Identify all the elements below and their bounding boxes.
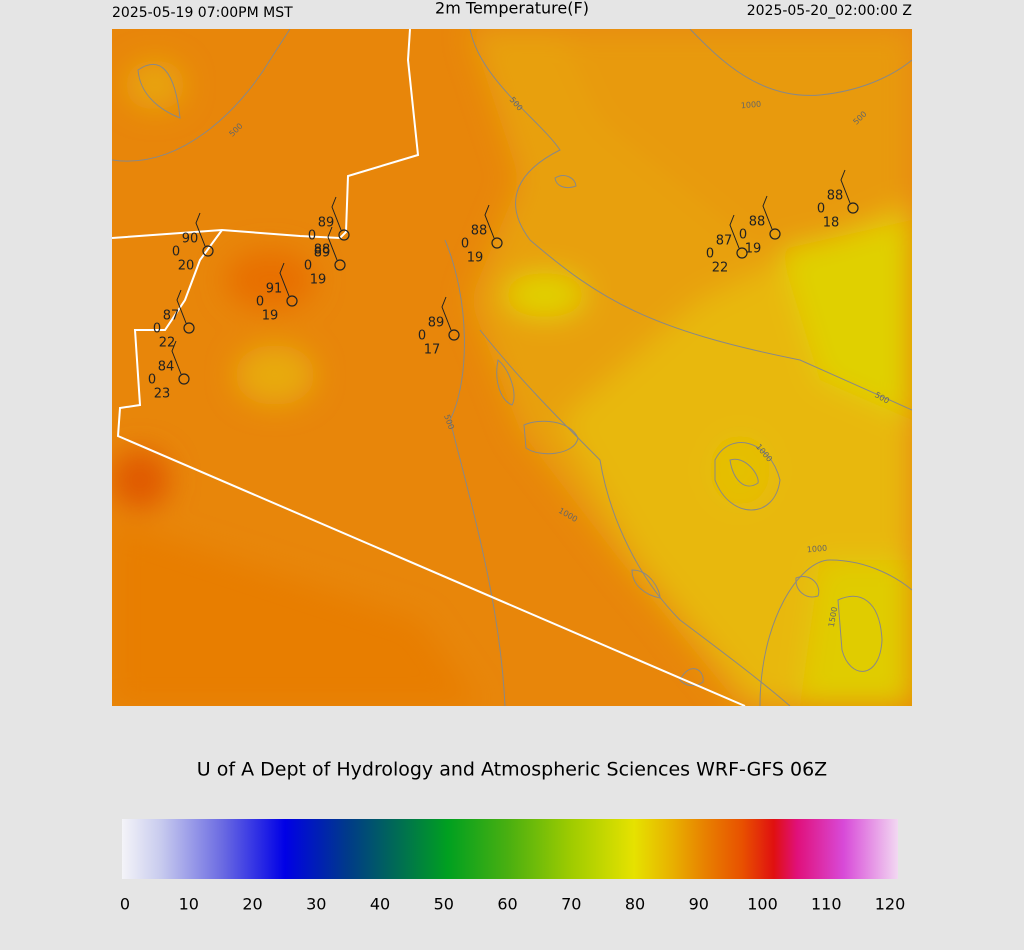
wind-barb [762, 195, 773, 230]
valid-local-time: 2025-05-19 07:00PM MST [112, 5, 293, 21]
station-dewpoint: 88 [314, 243, 331, 258]
station-center: 0 [304, 259, 312, 274]
colorbar-tick-label: 50 [434, 895, 454, 914]
station-circle [847, 202, 859, 214]
wind-barb [729, 214, 740, 249]
wind-barb [331, 196, 342, 231]
credit: U of A Dept of Hydrology and Atmospheric… [197, 759, 827, 781]
station-circle [736, 247, 748, 259]
station-circle [338, 229, 350, 241]
station-circle [178, 373, 190, 385]
colorbar-tick-label: 120 [875, 895, 906, 914]
station-circle [183, 322, 195, 334]
station-temperature: 90 [182, 232, 199, 247]
wind-barb [279, 262, 290, 297]
station-temperature: 87 [163, 309, 180, 324]
station-temperature: 87 [716, 234, 733, 249]
station-layer: 9002089088890199101987022840238901788019… [148, 169, 859, 402]
map-title: 2m Temperature(F) [435, 0, 589, 18]
station-circle [286, 295, 298, 307]
state-boundaries [112, 29, 746, 706]
valid-utc-time: 2025-05-20_02:00:00 Z [747, 3, 912, 19]
wind-barb [195, 212, 206, 247]
colorbar-ticks: 0 10 20 30 40 50 60 70 80 90 100 110 120 [120, 895, 906, 914]
colorbar-tick-label: 70 [561, 895, 581, 914]
wind-barb [840, 169, 851, 204]
station-temperature: 88 [749, 215, 766, 230]
colorbar-tick-label: 0 [120, 895, 130, 914]
station-circle [334, 259, 346, 271]
contour-label: 1500 [827, 606, 839, 628]
contour-label: 1000 [806, 544, 827, 555]
wind-barb [327, 226, 338, 261]
station-temperature: 88 [827, 189, 844, 204]
station-temperature: 88 [471, 224, 488, 239]
colorbar-tick-label: 80 [625, 895, 645, 914]
station-dewpoint: 19 [745, 242, 762, 257]
station-center: 0 [153, 322, 161, 337]
colorbar-tick-label: 60 [497, 895, 517, 914]
wind-barb [171, 340, 182, 375]
wind-barb [176, 289, 187, 324]
station-center: 0 [172, 245, 180, 260]
station-dewpoint: 19 [467, 251, 484, 266]
contour-label: 1000 [740, 100, 761, 111]
colorbar [122, 819, 898, 879]
colorbar-tick-label: 20 [242, 895, 262, 914]
station-temperature: 91 [266, 282, 283, 297]
station-dewpoint: 19 [262, 309, 279, 324]
station-center: 0 [461, 237, 469, 252]
station-dewpoint: 17 [424, 343, 441, 358]
station-circle [769, 228, 781, 240]
station-center: 0 [706, 247, 714, 262]
station-center: 0 [418, 329, 426, 344]
station-dewpoint: 22 [712, 261, 729, 276]
station-temperature: 84 [158, 360, 175, 375]
station-dewpoint: 20 [178, 259, 195, 274]
station-circle [448, 329, 460, 341]
station-dewpoint: 22 [159, 336, 176, 351]
station-dewpoint: 19 [310, 273, 327, 288]
station-temperature: 89 [428, 316, 445, 331]
wind-barb [441, 296, 452, 331]
colorbar-tick-label: 10 [179, 895, 199, 914]
contours [112, 29, 912, 706]
station-center: 0 [308, 229, 316, 244]
colorbar-tick-label: 90 [689, 895, 709, 914]
station-temperature: 89 [318, 216, 335, 231]
colorbar-tick-label: 110 [811, 895, 842, 914]
wind-barb [484, 204, 495, 239]
station-center: 0 [148, 373, 156, 388]
station-center: 0 [817, 202, 825, 217]
colorbar-tick-label: 40 [370, 895, 390, 914]
station-circle [202, 245, 214, 257]
station-circle [491, 237, 503, 249]
colorbar-tick-label: 30 [306, 895, 326, 914]
station-dewpoint: 18 [823, 216, 840, 231]
colorbar-tick-label: 100 [747, 895, 778, 914]
station-dewpoint: 23 [154, 387, 171, 402]
station-center: 0 [739, 228, 747, 243]
station-center: 0 [256, 295, 264, 310]
station-temperature: 89 [314, 246, 331, 261]
